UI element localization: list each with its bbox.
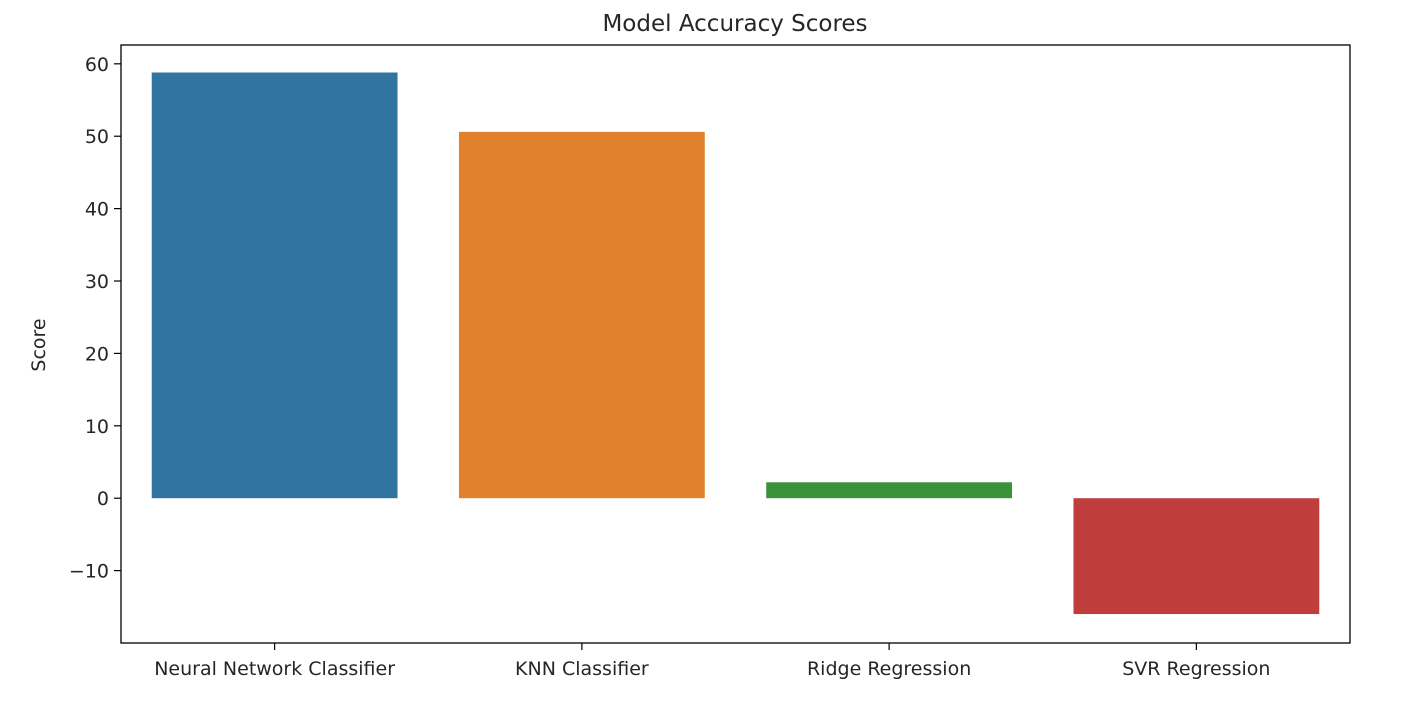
y-tick-label: 50 bbox=[85, 126, 109, 148]
y-tick-label: 10 bbox=[85, 416, 109, 438]
y-tick-label: 60 bbox=[85, 54, 109, 76]
bar-knn-classifier bbox=[458, 131, 705, 499]
bar-neural-network-classifier bbox=[151, 72, 398, 499]
x-tick-label: Ridge Regression bbox=[807, 658, 971, 680]
bar-svr-regression bbox=[1073, 498, 1320, 615]
x-tick-label: KNN Classifier bbox=[515, 658, 649, 680]
x-axis: Neural Network Classifier KNN Classifier R… bbox=[154, 643, 1270, 680]
y-tick-label: 40 bbox=[85, 199, 109, 221]
y-tick-label: 0 bbox=[97, 488, 109, 510]
bar-ridge-regression bbox=[766, 482, 1013, 499]
y-axis: −10 0 10 20 30 40 50 60 bbox=[69, 54, 121, 583]
y-tick-label: 20 bbox=[85, 343, 109, 365]
y-tick-label: 30 bbox=[85, 271, 109, 293]
plot-frame bbox=[120, 44, 1351, 644]
x-tick-label: Neural Network Classifier bbox=[154, 658, 395, 680]
chart-title: Model Accuracy Scores bbox=[602, 11, 867, 37]
y-tick-label: −10 bbox=[69, 561, 109, 583]
y-axis-label: Score bbox=[28, 318, 50, 371]
x-tick-label: SVR Regression bbox=[1122, 658, 1270, 680]
bars-group bbox=[151, 72, 1320, 615]
